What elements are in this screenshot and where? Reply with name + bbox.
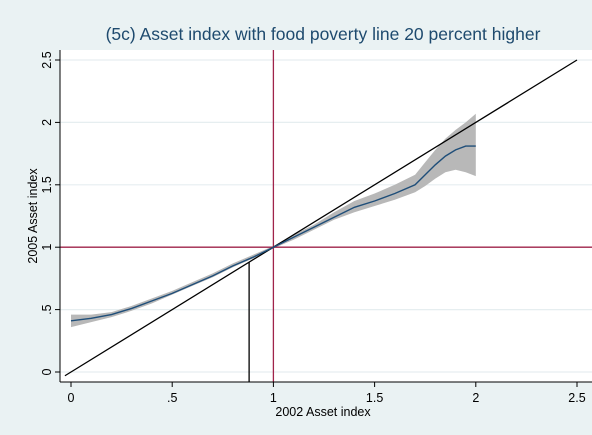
y-tick-label-4: 2 [40, 119, 54, 126]
y-tick-label-0: 0 [40, 368, 54, 375]
x-axis-label: 2002 Asset index [275, 405, 371, 419]
reference-lines [60, 50, 592, 382]
y-tick-label-5: 2.5 [40, 51, 54, 68]
y-tick-label-2: 1 [40, 244, 54, 251]
y-axis-ticks: 0 .5 1 1.5 2 2.5 [40, 51, 60, 375]
axes [59, 50, 592, 383]
series-group [70, 145, 476, 322]
chart-title: (5c) Asset index with food poverty line … [106, 24, 541, 44]
y-tick-label-1: .5 [40, 304, 54, 314]
y-tick-label-3: 1.5 [40, 176, 54, 193]
forty-five-degree-line [64, 59, 578, 377]
x-tick-label-3: 1.5 [366, 391, 383, 405]
x-tick-label-2: 1 [270, 391, 277, 405]
x-tick-label-5: 2.5 [568, 391, 585, 405]
series-line [70, 145, 476, 322]
y-axis-label: 2005 Asset index [26, 168, 40, 264]
x-tick-label-1: .5 [167, 391, 177, 405]
x-tick-label-0: 0 [68, 391, 75, 405]
x-tick-label-4: 2 [472, 391, 479, 405]
x-axis-ticks: 0 .5 1 1.5 2 2.5 [68, 382, 586, 405]
